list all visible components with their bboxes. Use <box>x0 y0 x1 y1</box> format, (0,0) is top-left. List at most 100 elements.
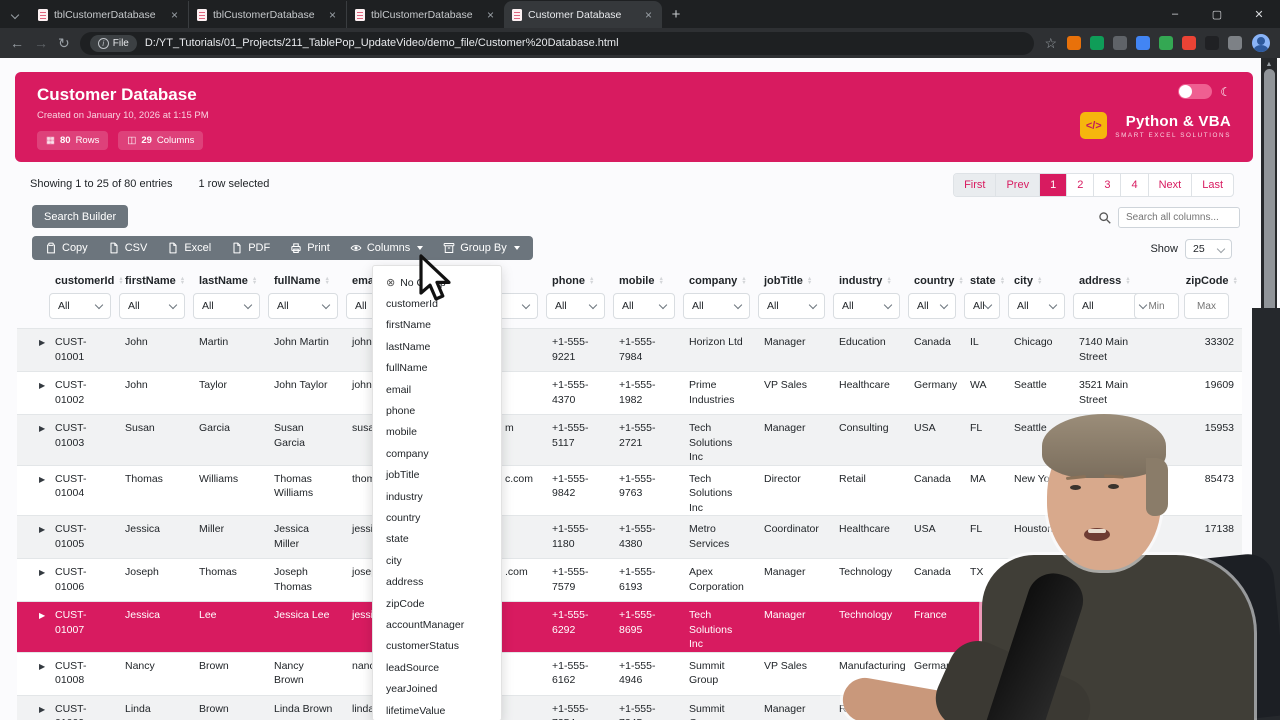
search-input[interactable] <box>1118 207 1240 228</box>
group-menu-item[interactable]: city <box>373 550 501 571</box>
filter-select-country[interactable]: All <box>908 293 956 319</box>
scroll-up-icon[interactable]: ▲ <box>1265 60 1273 68</box>
column-header-fullName[interactable]: fullName ▲ ▼ <box>266 267 344 290</box>
expand-row-icon[interactable]: ▶ <box>39 525 46 534</box>
sort-icon[interactable]: ▲▼ <box>999 275 1006 287</box>
sort-icon[interactable]: ▲▼ <box>806 275 813 287</box>
table-row[interactable]: ▶ CUST-01006 Joseph Thomas Joseph Thomas jose… <box>17 558 1242 602</box>
group-menu-item[interactable]: yearJoined <box>373 678 501 699</box>
sort-icon[interactable]: ▲▼ <box>741 275 747 287</box>
column-header-mobile[interactable]: mobile ▲ ▼ <box>611 267 681 290</box>
address-bar[interactable]: i File D:/YT_Tutorials/01_Projects/211_T… <box>79 31 1035 55</box>
group-menu-item[interactable]: company <box>373 443 501 464</box>
table-row[interactable]: ▶ CUST-01009 Linda Brown Linda Brown linda. +1… <box>17 695 1242 720</box>
sort-icon[interactable]: ▲▼ <box>1125 275 1131 287</box>
filter-select-firstName[interactable]: All <box>119 293 185 319</box>
toolbar-button-columns[interactable]: Columns <box>340 236 433 260</box>
column-header-country[interactable]: country ▲ ▼ <box>906 267 964 290</box>
expand-row-icon[interactable]: ▶ <box>39 424 46 433</box>
extension-icon[interactable] <box>1182 36 1196 50</box>
column-header-address[interactable]: address ▲ ▼ <box>1071 267 1161 290</box>
table-row[interactable]: ▶ CUST-01003 Susan Garcia Susan Garcia susan m… <box>17 414 1242 465</box>
group-menu-item[interactable]: customerId <box>373 293 501 314</box>
filter-select-customerId[interactable]: All <box>49 293 111 319</box>
tab-close-icon[interactable]: × <box>644 7 652 22</box>
sort-icon[interactable]: ▲▼ <box>179 275 186 287</box>
group-menu-item[interactable]: email <box>373 379 501 400</box>
page-scrollbar[interactable]: ▲ <box>1261 58 1277 720</box>
pagination-4[interactable]: 4 <box>1120 174 1147 196</box>
filter-select-mobile[interactable]: All <box>613 293 675 319</box>
expander-cell[interactable]: ▶ <box>17 329 47 372</box>
tab-close-icon[interactable]: × <box>486 7 494 22</box>
toolbar-button-print[interactable]: Print <box>280 236 340 260</box>
filter-select-phone[interactable]: All <box>546 293 605 319</box>
pagination-last[interactable]: Last <box>1191 174 1233 196</box>
browser-tab[interactable]: tblCustomerDatabase × <box>188 1 346 28</box>
toolbar-button-group-by[interactable]: Group By <box>433 236 529 260</box>
column-header-company[interactable]: company ▲ ▼ <box>681 267 756 290</box>
forward-icon[interactable]: → <box>34 35 48 51</box>
sort-icon[interactable]: ▲▼ <box>324 275 330 287</box>
filter-select-city[interactable]: All <box>1008 293 1065 319</box>
extension-icon[interactable] <box>1159 36 1173 50</box>
expander-cell[interactable]: ▶ <box>17 695 47 720</box>
pagination-prev[interactable]: Prev <box>995 174 1040 196</box>
expand-row-icon[interactable]: ▶ <box>39 338 46 347</box>
expand-row-icon[interactable]: ▶ <box>39 704 46 714</box>
filter-select-fullName[interactable]: All <box>268 293 338 319</box>
expand-row-icon[interactable]: ▶ <box>39 474 46 484</box>
expander-cell[interactable]: ▶ <box>17 465 47 516</box>
column-header-phone[interactable]: phone ▲ ▼ <box>544 267 611 290</box>
group-menu-item[interactable]: state <box>373 529 501 550</box>
group-menu-item[interactable]: accountManager <box>373 614 501 635</box>
close-window-button[interactable]: ✕ <box>1254 8 1264 21</box>
group-menu-item[interactable]: firstName <box>373 315 501 336</box>
group-menu-item[interactable]: fullName <box>373 358 501 379</box>
filter-select-state[interactable]: All <box>964 293 1000 319</box>
theme-toggle[interactable] <box>1178 84 1213 99</box>
expander-cell[interactable]: ▶ <box>17 372 47 415</box>
page-size-select[interactable]: 25 <box>1185 239 1232 259</box>
filter-select-jobTitle[interactable]: All <box>758 293 825 319</box>
group-menu-item[interactable]: jobTitle <box>373 465 501 486</box>
extension-icon[interactable] <box>1113 36 1127 50</box>
group-menu-item[interactable]: lastName <box>373 336 501 357</box>
sort-icon[interactable]: ▲▼ <box>251 275 258 287</box>
column-header-state[interactable]: state ▲ ▼ <box>962 267 1006 290</box>
browser-tab[interactable]: Customer Database × <box>504 1 662 28</box>
expand-row-icon[interactable]: ▶ <box>39 661 46 671</box>
pagination-1[interactable]: 1 <box>1039 174 1067 196</box>
extension-icon[interactable] <box>1228 36 1242 50</box>
bookmark-star-icon[interactable]: ☆ <box>1044 35 1057 51</box>
table-row[interactable]: ▶ CUST-01002 John Taylor John Taylor john. +1-… <box>17 371 1242 415</box>
extension-icon[interactable] <box>1090 36 1104 50</box>
table-row[interactable]: ▶ CUST-01008 Nancy Brown Nancy Brown nancy +1-… <box>17 652 1242 695</box>
group-menu-item[interactable]: zipCode <box>373 593 501 614</box>
reload-icon[interactable]: ↻ <box>58 35 70 51</box>
toolbar-button-copy[interactable]: Copy <box>35 236 98 260</box>
search-builder-button[interactable]: Search Builder <box>32 205 129 228</box>
expander-cell[interactable]: ▶ <box>17 559 47 602</box>
tab-close-icon[interactable]: × <box>170 7 178 22</box>
column-header-zipCode[interactable]: zipCode ▲ ▼ <box>1161 267 1242 290</box>
browser-tab[interactable]: tblCustomerDatabase × <box>30 1 188 28</box>
pagination-next[interactable]: Next <box>1147 174 1192 196</box>
column-header-jobTitle[interactable]: jobTitle ▲ ▼ <box>756 267 831 290</box>
toolbar-button-csv[interactable]: CSV <box>98 236 158 260</box>
sort-icon[interactable]: ▲▼ <box>658 275 664 287</box>
sort-icon[interactable]: ▲▼ <box>118 275 124 287</box>
table-row[interactable]: ▶ CUST-01004 Thomas Williams Thomas Williams… <box>17 465 1242 516</box>
minimize-button[interactable]: – <box>1171 8 1179 20</box>
extension-icon[interactable] <box>1136 36 1150 50</box>
column-header-customerId[interactable]: customerId ▲ ▼ <box>47 267 124 290</box>
tab-search-button[interactable] <box>0 1 30 28</box>
group-menu-item[interactable]: address <box>373 571 501 592</box>
maximize-button[interactable]: ▢ <box>1211 8 1223 21</box>
new-tab-button[interactable]: + <box>671 6 681 23</box>
table-row[interactable]: ▶ CUST-01007 Jessica Lee Jessica Lee jessic +1… <box>17 601 1242 652</box>
column-header-lastName[interactable]: lastName ▲ ▼ <box>191 267 266 290</box>
zip-min-input[interactable] <box>1134 293 1179 319</box>
group-menu-item[interactable]: industry <box>373 486 501 507</box>
sort-icon[interactable]: ▲▼ <box>1036 275 1043 287</box>
